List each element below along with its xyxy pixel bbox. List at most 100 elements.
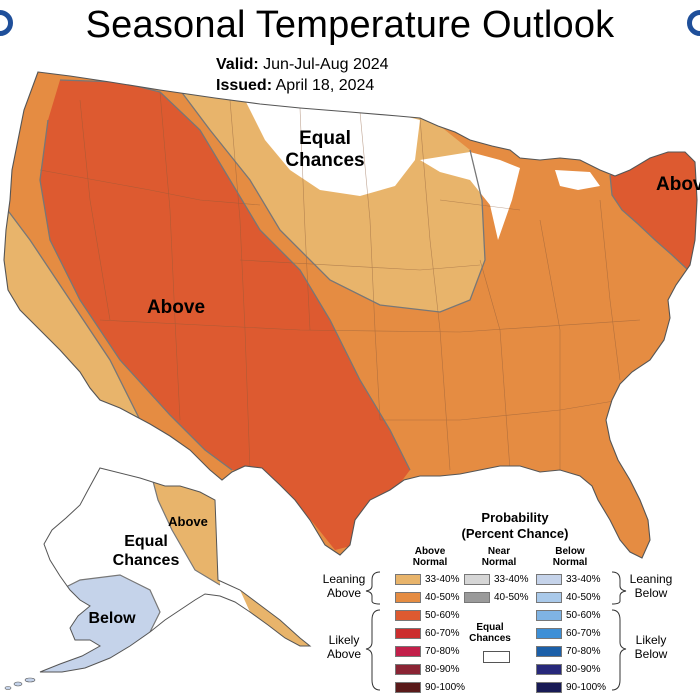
legend-below-row-7: 90-100% [536, 681, 606, 693]
above-label-alaska: Above [168, 514, 208, 529]
leaning-above-line-1: Leaning [322, 572, 366, 586]
valid-value: Jun-Jul-Aug 2024 [263, 56, 389, 73]
legend-swatch [464, 573, 490, 585]
leaning-below-label: Leaning Below [621, 572, 681, 600]
likely-above-label: Likely Above [314, 633, 374, 661]
equal-chances-legend-line-2: Chances [469, 633, 511, 644]
legend-near-row-1: 33-40% [464, 573, 528, 585]
legend-row-label: 40-50% [566, 591, 601, 603]
near-normal-header: Near Normal [474, 546, 524, 568]
leaning-below-line-2: Below [634, 586, 668, 600]
below-header-line-1: Below [555, 546, 585, 557]
aleutian-islands [4, 677, 36, 690]
legend-swatch [395, 627, 421, 639]
equal-chances-line-1: Equal [299, 128, 351, 149]
valid-label: Valid: [216, 56, 259, 73]
legend-title-line-1: Probability [481, 510, 549, 525]
legend-below-row-6: 80-90% [536, 663, 600, 675]
legend-swatch [395, 591, 421, 603]
legend-swatch [464, 591, 490, 603]
valid-period: Valid: Jun-Jul-Aug 2024 [216, 56, 389, 74]
issued-value: April 18, 2024 [275, 77, 375, 94]
legend-above-row-3: 50-60% [395, 609, 459, 621]
likely-below-line-1: Likely [635, 633, 667, 647]
alaska-panhandle-above [240, 590, 310, 646]
above-50-60-northeast [610, 150, 697, 280]
legend-swatch [395, 663, 421, 675]
likely-above-line-1: Likely [328, 633, 360, 647]
legend-row-label: 80-90% [566, 663, 601, 675]
legend-row-label: 90-100% [566, 681, 607, 693]
legend-swatch [395, 609, 421, 621]
likely-below-label: Likely Below [621, 633, 681, 661]
legend-below-row-1: 33-40% [536, 573, 600, 585]
issued-date: Issued: April 18, 2024 [216, 77, 374, 95]
legend-below-row-2: 40-50% [536, 591, 600, 603]
above-header-line-2: Normal [412, 557, 448, 568]
leaning-below-line-1: Leaning [629, 572, 673, 586]
legend-swatch [536, 645, 562, 657]
legend-title: Probability (Percent Chance) [420, 510, 610, 542]
legend-row-label: 33-40% [494, 573, 529, 585]
legend-swatch [536, 609, 562, 621]
equal-chances-north [245, 100, 420, 196]
legend-above-row-4: 60-70% [395, 627, 459, 639]
alaska-shading [40, 468, 310, 672]
legend-near-row-2: 40-50% [464, 591, 528, 603]
alaska-contours [40, 469, 221, 633]
contour-lines [4, 79, 697, 471]
leaning-above-line-2: Above [326, 586, 362, 600]
legend-above-row-6: 80-90% [395, 663, 459, 675]
legend-row-label: 40-50% [494, 591, 529, 603]
legend-row-label: 40-50% [425, 591, 460, 603]
leaning-above-label: Leaning Above [314, 572, 374, 600]
likely-above-line-2: Above [326, 647, 362, 661]
alaska-equal-line-1: Equal [124, 533, 168, 550]
legend-title-line-2: (Percent Chance) [461, 526, 569, 541]
legend-row-label: 80-90% [425, 663, 460, 675]
legend-above-row-1: 33-40% [395, 573, 459, 585]
state-borders [39, 91, 641, 471]
legend-above-row-2: 40-50% [395, 591, 459, 603]
legend-above-row-5: 70-80% [395, 645, 459, 657]
above-header-line-1: Above [414, 546, 446, 557]
great-lakes [420, 152, 520, 240]
above-label-northeast: Above [656, 174, 700, 195]
legend-below-row-3: 50-60% [536, 609, 600, 621]
below-header-line-2: Normal [552, 557, 588, 568]
equal-chances-label-alaska: Equal Chances [108, 532, 184, 570]
above-label-west: Above [146, 297, 206, 318]
legend-row-label: 70-80% [566, 645, 601, 657]
legend-row-label: 33-40% [425, 573, 460, 585]
likely-below-line-2: Below [634, 647, 668, 661]
map-title: Seasonal Temperature Outlook [85, 4, 615, 46]
legend-swatch [536, 573, 562, 585]
below-label-alaska: Below [88, 610, 136, 627]
legend-swatch [395, 645, 421, 657]
below-normal-header: Below Normal [540, 546, 600, 568]
noaa-logo-icon [0, 8, 14, 38]
legend-row-label: 90-100% [425, 681, 466, 693]
equal-chances-legend-line-1: Equal [476, 622, 504, 633]
legend-below-row-5: 70-80% [536, 645, 600, 657]
legend-swatch [395, 573, 421, 585]
legend-row-label: 70-80% [425, 645, 460, 657]
legend-swatch [536, 627, 562, 639]
equal-chances-swatch [483, 651, 510, 663]
nws-logo-icon [686, 8, 700, 38]
above-normal-header: Above Normal [402, 546, 458, 568]
legend-row-label: 60-70% [566, 627, 601, 639]
legend-swatch [395, 681, 421, 693]
legend-row-label: 33-40% [566, 573, 601, 585]
alaska-above-33-40 [150, 470, 220, 585]
legend-below-row-4: 60-70% [536, 627, 600, 639]
lake-erie [555, 170, 600, 190]
issued-label: Issued: [216, 77, 273, 94]
legend-swatch [536, 591, 562, 603]
legend-row-label: 60-70% [425, 627, 460, 639]
near-header-line-1: Near [487, 546, 511, 557]
above-50-60-west [40, 80, 410, 550]
legend-row-label: 50-60% [566, 609, 601, 621]
legend-swatch [536, 663, 562, 675]
